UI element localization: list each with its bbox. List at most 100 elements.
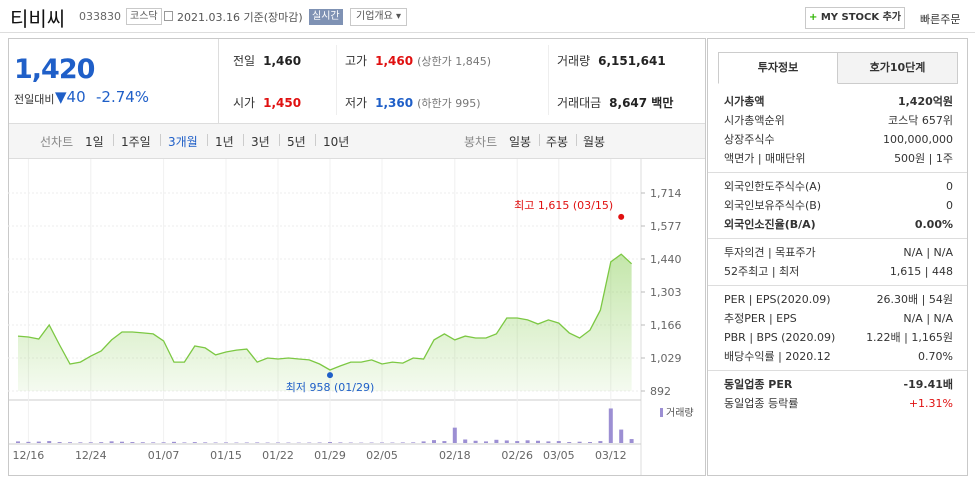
stat-label: 거래대금 xyxy=(557,96,602,110)
info-label: 외국인소진율(B/A) xyxy=(724,218,816,231)
price-area xyxy=(18,254,632,391)
volume-bar xyxy=(380,442,384,443)
candle-tab[interactable]: 일봉 xyxy=(509,135,532,149)
y-tick-label: 1,714 xyxy=(650,187,682,200)
stat-label: 고가 xyxy=(345,54,368,68)
tab-separator xyxy=(160,134,161,146)
info-value: N/A | N/A xyxy=(903,312,953,325)
x-tick-label: 02/18 xyxy=(439,449,471,462)
info-label: 추정PER | EPS xyxy=(724,312,797,325)
volume-bar xyxy=(140,442,145,443)
tab-separator xyxy=(315,134,316,146)
info-row: 외국인소진율(B/A) 0.00% xyxy=(724,215,953,234)
mystock-text: MY STOCK 추가 xyxy=(820,12,902,23)
x-tick-label: 01/29 xyxy=(314,449,346,462)
volume-bar xyxy=(328,442,332,443)
price-line xyxy=(17,253,633,371)
y-tick-label: 1,577 xyxy=(650,220,682,233)
period-tab[interactable]: 1년 xyxy=(215,135,234,149)
info-value: -19.41배 xyxy=(903,378,953,391)
divider xyxy=(548,45,549,115)
info-value: 0.00% xyxy=(914,218,953,231)
volume-bar xyxy=(400,442,405,443)
volume-bar xyxy=(120,441,124,443)
stat: 거래량 6,151,641 xyxy=(557,52,666,69)
stat: 저가 1,360 (하한가 995) xyxy=(345,94,481,111)
volume-bar xyxy=(421,441,426,443)
volume-bar xyxy=(78,442,83,443)
info-value: 0 xyxy=(946,199,953,212)
volume-bar xyxy=(224,442,228,443)
tab-separator xyxy=(243,134,244,146)
x-tick-label: 02/26 xyxy=(501,449,533,462)
stat-label: 저가 xyxy=(345,96,368,110)
x-tick-label: 03/12 xyxy=(595,449,627,462)
y-tick-label: 1,029 xyxy=(650,352,682,365)
stat-note: (하한가 995) xyxy=(417,97,481,110)
info-tab[interactable]: 투자정보 xyxy=(718,52,838,84)
stat-note: (상한가 1,845) xyxy=(417,55,491,68)
header-divider xyxy=(0,32,975,33)
period-tab[interactable]: 10년 xyxy=(323,135,350,149)
info-tab[interactable]: 호가10단계 xyxy=(838,52,958,84)
info-group: 시가총액 1,420억원 시가총액순위 코스닥 657위 상장주식수 100,000,00… xyxy=(708,90,967,172)
info-group: 투자의견 | 목표주가 N/A | N/A 52주최고 | 최저 1,615 | 44… xyxy=(708,238,967,285)
volume-bar xyxy=(317,442,322,443)
main-panel xyxy=(8,38,706,476)
info-value: 500원 | 1주 xyxy=(894,152,953,165)
info-row: 시가총액 1,420억원 xyxy=(724,92,953,111)
volume-bar xyxy=(88,442,93,443)
volume-bar xyxy=(536,440,540,443)
volume-bar xyxy=(484,441,488,443)
info-label: 외국인보유주식수(B) xyxy=(724,199,822,212)
price-chart: 892 1,029 1,166 1,303 1,440 1,577 1,714 12/16 12… xyxy=(8,159,694,475)
stat: 전일 1,460 xyxy=(233,52,301,69)
volume-bar xyxy=(463,439,468,443)
y-tick-label: 892 xyxy=(650,385,671,398)
info-group: PER | EPS(2020.09) 26.30배 | 54원 추정PER | EP… xyxy=(708,285,967,370)
info-value: 1.22배 | 1,165원 xyxy=(866,331,953,344)
y-tick-label: 1,303 xyxy=(650,286,682,299)
plus-icon: + xyxy=(808,12,818,23)
volume-bar xyxy=(525,440,530,443)
info-value: 1,615 | 448 xyxy=(889,265,953,278)
period-tab[interactable]: 3년 xyxy=(251,135,270,149)
period-tab[interactable]: 1주일 xyxy=(121,135,151,149)
stat-value: 1,460 xyxy=(263,54,302,68)
volume-bar xyxy=(172,441,176,443)
period-tab[interactable]: 1일 xyxy=(85,135,104,149)
info-label: 액면가 | 매매단위 xyxy=(724,152,806,165)
info-label: PBR | BPS (2020.09) xyxy=(724,331,836,344)
stat-value: 6,151,641 xyxy=(598,54,666,68)
tab-separator xyxy=(207,134,208,146)
x-tick-label: 12/24 xyxy=(75,449,107,462)
info-value: 코스닥 657위 xyxy=(888,114,953,127)
volume-bar xyxy=(598,441,603,443)
info-row: 외국인보유주식수(B) 0 xyxy=(724,196,953,215)
volume-bar xyxy=(161,442,166,443)
stat-label: 거래량 xyxy=(557,54,591,68)
low-marker xyxy=(327,372,333,379)
period-tab[interactable]: 3개월 xyxy=(168,135,198,149)
mystock-button[interactable]: + MY STOCK 추가 xyxy=(805,7,905,29)
stat: 고가 1,460 (상한가 1,845) xyxy=(345,52,491,69)
info-row: 동일업종 PER -19.41배 xyxy=(724,375,953,394)
candle-tab[interactable]: 주봉 xyxy=(546,135,569,149)
overview-button[interactable]: 기업개요 ▾ xyxy=(350,8,407,26)
low-label: 최저 958 (01/29) xyxy=(286,381,375,394)
stat-value: 1,460 xyxy=(375,54,414,68)
tab-separator xyxy=(576,134,577,146)
stat-value: 8,647 백만 xyxy=(609,96,674,110)
x-tick-label: 03/05 xyxy=(543,449,575,462)
candle-tab[interactable]: 월봉 xyxy=(583,135,606,149)
quick-order[interactable]: 빠른주문 xyxy=(920,13,961,26)
info-label: 상장주식수 xyxy=(724,133,775,146)
stat-value: 1,360 xyxy=(375,96,414,110)
volume-bar xyxy=(608,408,613,443)
info-row: 상장주식수 100,000,000 xyxy=(724,130,953,149)
volume-bar xyxy=(515,441,520,443)
volume-bar xyxy=(338,442,343,443)
volume-bar xyxy=(109,441,114,443)
realtime-badge[interactable]: 실시간 xyxy=(309,9,343,25)
period-tab[interactable]: 5년 xyxy=(287,135,306,149)
